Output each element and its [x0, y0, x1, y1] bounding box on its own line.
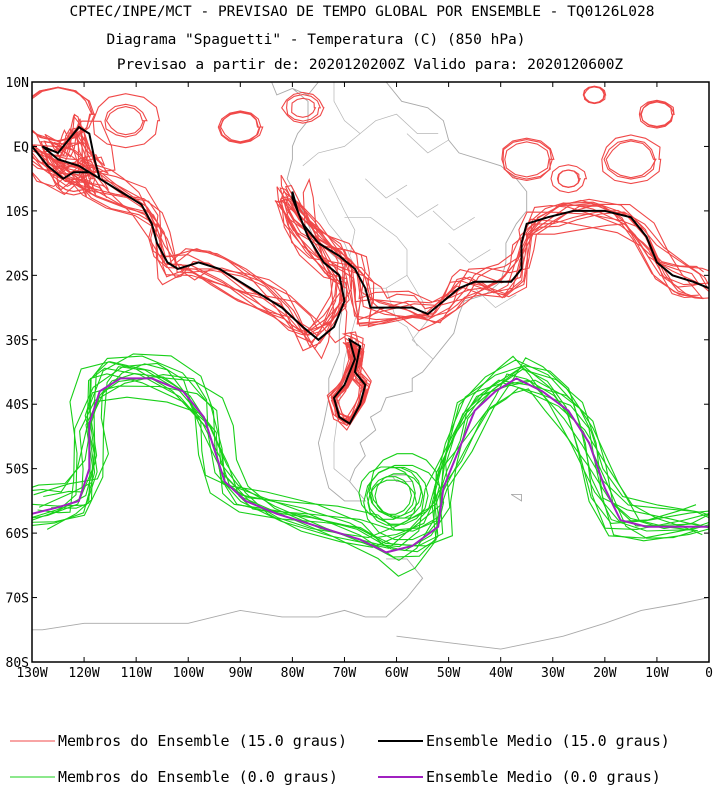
coastline-0	[286, 82, 528, 502]
coastline-1	[203, 82, 293, 96]
member-warm-23	[332, 336, 362, 419]
legend-label: Ensemble Medio (15.0 graus)	[426, 732, 670, 750]
member-warm-blob-7-0	[638, 99, 675, 129]
x-tick-label: 60W	[385, 666, 409, 681]
x-tick-label: 90W	[229, 666, 253, 681]
member-warm-0	[32, 127, 696, 336]
member-cold-cutoff-0	[370, 476, 412, 515]
x-tick-label: 0	[705, 666, 713, 681]
legend-label: Membros do Ensemble (15.0 graus)	[58, 732, 347, 750]
coastline-5	[510, 493, 522, 502]
x-tick-label: 30W	[541, 666, 565, 681]
mean-line-mean-warm-1	[332, 337, 367, 426]
border-1	[328, 178, 408, 289]
x-tick-label: 130W	[16, 666, 47, 681]
member-cold-40	[32, 366, 709, 547]
member-warm-blob-7-2	[640, 101, 674, 127]
member-warm-blob-1-1	[92, 93, 161, 149]
member-warm-blob-2-2	[220, 111, 261, 143]
border-6	[333, 82, 361, 134]
member-warm-blob-4-1	[504, 141, 551, 178]
border-0	[302, 113, 439, 167]
y-tick-label: 60S	[6, 527, 29, 542]
member-warm-blob-6-1	[601, 134, 662, 185]
member-warm-blob-6-0	[605, 140, 657, 179]
member-cold-cutoff-4	[367, 479, 417, 526]
y-tick-label: 10S	[6, 205, 29, 220]
member-warm-blob-5-1	[556, 169, 582, 188]
chart-subtitle: Diagrama "Spaguetti" - Temperatura (C) (…	[106, 32, 525, 48]
member-warm-5	[32, 129, 695, 336]
member-warm-blob-6-2	[603, 139, 656, 180]
member-warm-26	[336, 336, 367, 431]
member-warm-1	[32, 132, 709, 348]
member-warm-blob-2-1	[217, 110, 264, 144]
y-tick-label: 40S	[6, 398, 29, 413]
member-warm-blob-4-2	[502, 139, 553, 180]
x-tick-label: 120W	[68, 666, 99, 681]
member-warm-9	[43, 120, 709, 344]
state-border-1	[448, 242, 491, 263]
y-tick-label: 80S	[6, 656, 29, 671]
x-tick-label: 100W	[173, 666, 204, 681]
member-cold-33	[38, 379, 709, 562]
state-border-4	[406, 133, 449, 154]
member-cold-39	[32, 365, 709, 558]
legend-label: Membros do Ensemble (0.0 graus)	[58, 768, 338, 786]
y-tick-label: 10N	[6, 76, 29, 91]
member-warm-blob-9-0	[52, 161, 96, 196]
mean-line-mean-cold-2	[32, 377, 709, 554]
y-tick-label: 20S	[6, 269, 29, 284]
legend-label: Ensemble Medio (0.0 graus)	[426, 768, 661, 786]
y-tick-label: 30S	[6, 334, 29, 349]
state-border-3	[365, 178, 408, 199]
coastline-3	[396, 597, 709, 650]
member-warm-blob-8-2	[583, 85, 607, 105]
x-tick-label: 80W	[281, 666, 305, 681]
y-tick-label: 70S	[6, 592, 29, 607]
coastline-2	[32, 558, 424, 631]
axes: 130W 120W 110W 100W 90W 80W 70W 60W 50W 40W 30W 20W…	[6, 76, 713, 681]
x-tick-label: 10W	[645, 666, 669, 681]
member-cold-31	[43, 374, 703, 549]
member-cold-cutoff-7	[369, 453, 441, 519]
member-cold-36	[33, 376, 709, 552]
x-tick-label: 50W	[437, 666, 461, 681]
x-tick-label: 110W	[120, 666, 151, 681]
member-cold-cutoff-5	[368, 467, 422, 517]
x-tick-label: 20W	[593, 666, 617, 681]
member-cold-cutoff-6	[366, 466, 429, 525]
header-title: CPTEC/INPE/MCT - PREVISAO DE TEMPO GLOBA…	[70, 4, 655, 20]
member-cold-cutoff-3	[374, 473, 424, 519]
x-tick-label: 70W	[333, 666, 357, 681]
member-cold-35	[46, 388, 709, 577]
member-warm-blob-3-0	[286, 93, 322, 122]
state-border-5	[432, 210, 475, 231]
y-tick-label: EQ	[13, 140, 29, 155]
border-4	[318, 204, 351, 257]
ensemble-members	[32, 85, 709, 577]
state-border-2	[396, 197, 439, 218]
plot-frame	[31, 81, 710, 663]
base-map	[32, 82, 709, 650]
member-warm-blob-5-2	[550, 164, 588, 194]
mean-line-mean-warm-0	[32, 125, 709, 342]
ensemble-means	[32, 125, 709, 554]
member-warm-blob-3-2	[291, 97, 317, 118]
x-tick-label: 40W	[489, 666, 513, 681]
legend: Membros do Ensemble (15.0 graus) Ensemble…	[10, 732, 670, 786]
member-warm-7	[32, 125, 699, 334]
member-warm-blob-1-2	[104, 103, 148, 138]
member-warm-10	[32, 128, 704, 336]
member-warm-blob-0-2	[32, 86, 96, 142]
y-tick-label: 50S	[6, 463, 29, 478]
forecast-validity: Previsao a partir de: 2020120200Z Valido…	[117, 57, 624, 73]
member-cold-cutoff-2	[363, 464, 445, 541]
member-warm-blob-1-0	[105, 106, 145, 136]
member-warm-blob-3-1	[281, 91, 325, 124]
